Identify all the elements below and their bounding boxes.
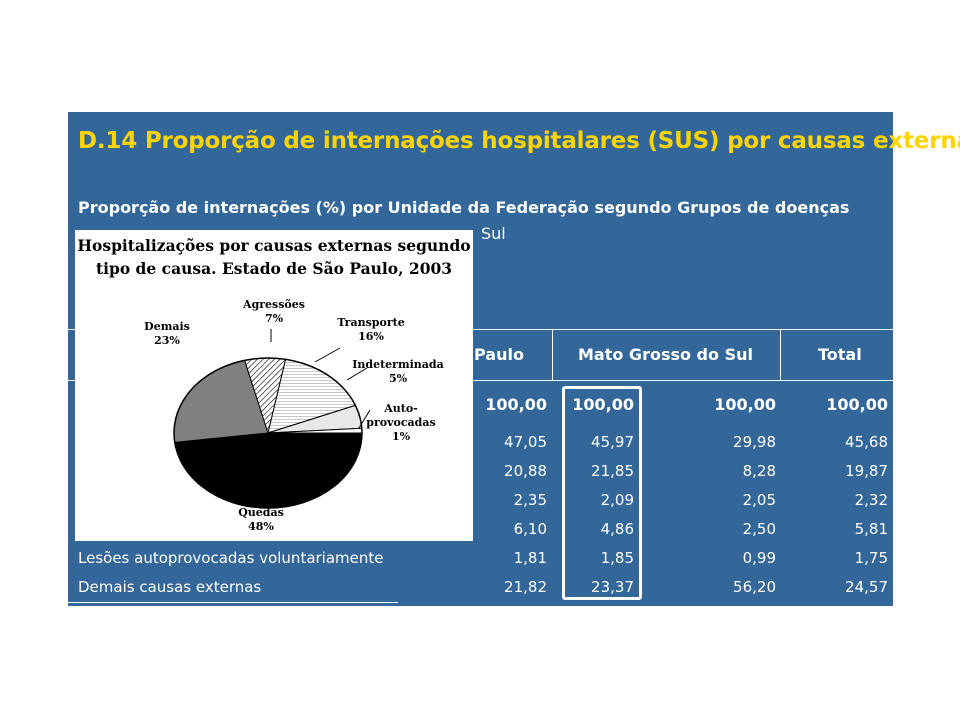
row-label: Lesões autoprovocadas voluntariamente [78,549,384,567]
chart-title-line1: Hospitalizações por causas externas segu… [77,236,471,255]
table-subtitle: Proporção de internações (%) por Unidade… [78,198,850,217]
pie-slice-quedas [174,432,363,509]
table-cell-total: 5,81 [854,520,888,538]
pie-label-quedas: 48% [248,520,274,533]
pie-label-agressoes: 7% [265,312,284,325]
chart-title: Hospitalizações por causas externas segu… [75,234,473,280]
col-header-sp: Paulo [474,345,524,364]
table-cell-msul: 2,05 [742,491,776,509]
table-cell-ms: 100,00 [572,395,634,414]
table-cell-msul: 0,99 [742,549,776,567]
table-cell-ms: 2,09 [600,491,634,509]
table-cell-msul: 56,20 [733,578,776,596]
table-cell-ms: 21,85 [591,462,634,480]
table-cell-sp: 2,35 [513,491,547,509]
table-cell-total: 19,87 [845,462,888,480]
chart-title-line2: tipo de causa. Estado de São Paulo, 2003 [95,259,453,278]
table-cell-ms: 23,37 [591,578,634,596]
col-divider [552,329,553,380]
table-bottom-rule [68,602,398,603]
col-divider [780,329,781,380]
table-cell-sp: 1,81 [513,549,547,567]
pie-label-quedas: Quedas [238,506,284,519]
table-cell-total: 100,00 [826,395,888,414]
table-cell-total: 24,57 [845,578,888,596]
pie-label-agressoes: Agressões [242,298,305,311]
pie-label-autoprovocadas: Auto- [383,402,418,415]
pie-label-demais: Demais [144,320,190,333]
table-cell-sp: 21,82 [504,578,547,596]
table-cell-ms: 45,97 [591,433,634,451]
table-cell-total: 45,68 [845,433,888,451]
table-cell-msul: 29,98 [733,433,776,451]
table-cell-total: 2,32 [854,491,888,509]
pie-label-demais: 23% [154,334,180,347]
table-cell-ms: 1,85 [600,549,634,567]
pie-label-transporte: 16% [358,330,384,343]
leader-line-autoprovocadas [358,409,371,429]
header-bottom-rule [68,380,893,381]
col-header-total: Total [818,345,862,364]
table-cell-sp: 20,88 [504,462,547,480]
row-label: Demais causas externas [78,578,262,596]
pie-label-indeterminada: Indeterminada [352,358,443,371]
table-cell-sp: 47,05 [504,433,547,451]
leader-line-transporte [314,347,341,363]
table-cell-sp: 100,00 [485,395,547,414]
table-cell-total: 1,75 [854,549,888,567]
pie-label-indeterminada: 5% [389,372,408,385]
leader-line-indeterminada [346,367,368,381]
table-title: D.14 Proporção de internações hospitalar… [78,128,960,154]
uf-line-fragment: Sul [481,224,506,243]
pie-chart-inset: Hospitalizações por causas externas segu… [75,230,473,541]
table-cell-msul: 8,28 [742,462,776,480]
pie-label-transporte: Transporte [337,316,404,329]
col-header-ms: Mato Grosso do Sul [578,345,753,364]
table-cell-ms: 4,86 [600,520,634,538]
pie-outline [173,357,363,509]
column-highlight-box [562,386,642,600]
pie-label-autoprovocadas: 1% [392,430,411,443]
table-cell-msul: 2,50 [742,520,776,538]
table-cell-sp: 6,10 [513,520,547,538]
header-top-rule [68,329,893,330]
table-cell-msul: 100,00 [714,395,776,414]
pie-label-autoprovocadas: provocadas [366,416,435,429]
